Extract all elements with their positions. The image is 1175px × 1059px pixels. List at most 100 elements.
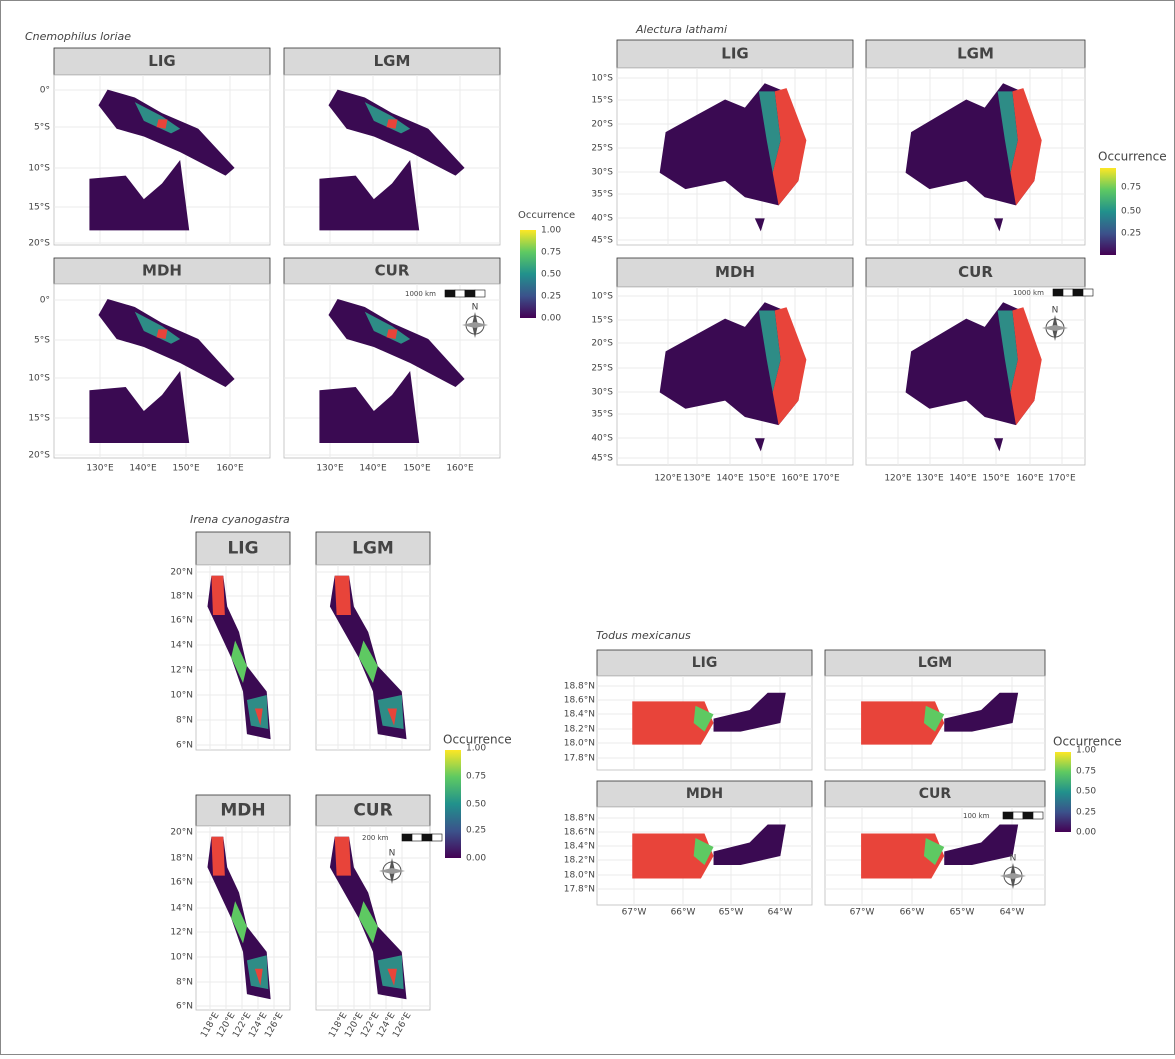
y-tick-label: 45°S [591,236,613,246]
north-label: N [1052,306,1059,316]
y-tick-label: 17.8°N [564,885,595,895]
y-tick-label: 18.0°N [564,739,595,749]
y-tick-label: 5°S [34,336,50,346]
y-tick-label: 18°N [170,854,193,864]
scale-bar [465,290,475,297]
x-tick-label: 120°E [884,474,912,484]
facet-label: LGM [957,45,994,63]
legend-tick-label: 1.00 [541,226,561,236]
scale-bar [1083,289,1093,296]
colorbar [445,750,461,858]
legend-title: Occurrence [518,210,575,221]
x-tick-label: 140°E [716,474,744,484]
x-tick-label: 130°E [86,464,114,474]
legend-tick-label: 0.75 [1121,183,1141,193]
x-tick-label: 150°E [748,474,776,484]
facet-label: MDH [142,262,182,280]
x-tick-label: 160°E [1016,474,1044,484]
x-tick-label: 150°E [982,474,1010,484]
scale-bar [1003,812,1013,819]
x-tick-label: 160°E [781,474,809,484]
y-tick-label: 40°S [591,214,613,224]
facet-label: LGM [918,655,952,671]
facet-label: LIG [692,655,718,671]
legend-tick-label: 1.00 [466,744,486,754]
legend-tick-label: 0.50 [1121,207,1141,217]
legend-tick-label: 0.50 [541,270,561,280]
y-tick-label: 10°N [170,691,193,701]
y-tick-label: 35°S [591,410,613,420]
colorbar [1100,168,1116,255]
scale-bar-label: 100 km [963,812,990,820]
species-title: Todus mexicanus [596,629,691,642]
colorbar [1055,752,1071,832]
legend-tick-label: 0.25 [1076,808,1096,818]
y-tick-label: 12°N [170,928,193,938]
x-tick-label: 130°E [916,474,944,484]
scale-bar-label: 1000 km [1013,289,1044,297]
scale-bar [475,290,485,297]
y-tick-label: 18.8°N [564,682,595,692]
y-tick-label: 16°N [170,878,193,888]
scale-bar [1023,812,1033,819]
facet-label: LGM [374,52,411,70]
x-tick-label: 160°E [446,464,474,474]
y-tick-label: 8°N [176,716,193,726]
y-tick-label: 18.2°N [564,856,595,866]
y-tick-label: 25°S [591,364,613,374]
y-tick-label: 14°N [170,904,193,914]
x-tick-label: 120°E [654,474,682,484]
y-tick-label: 30°S [591,168,613,178]
y-tick-label: 16°N [170,616,193,626]
map-shape [387,119,398,128]
legend-tick-label: 0.75 [466,772,486,782]
y-tick-label: 18.8°N [564,814,595,824]
y-tick-label: 12°N [170,666,193,676]
x-tick-label: 64°W [768,908,793,918]
y-tick-label: 18.4°N [564,710,595,720]
facet-label: MDH [715,263,755,281]
scale-bar [1073,289,1083,296]
scale-bar-label: 200 km [362,834,389,842]
y-tick-label: 20°S [591,120,613,130]
facet-label: LIG [148,52,175,70]
y-tick-label: 15°S [591,316,613,326]
legend-tick-label: 0.25 [466,826,486,836]
y-tick-label: 30°S [591,388,613,398]
facet-label: LGM [352,539,394,559]
map-shape [211,576,224,615]
scale-bar [432,834,442,841]
y-tick-label: 18.4°N [564,842,595,852]
map-shape [157,329,168,339]
x-tick-label: 140°E [129,464,157,474]
y-tick-label: 10°S [28,164,50,174]
y-tick-label: 10°S [591,292,613,302]
scale-bar [1033,812,1043,819]
legend-tick-label: 0.00 [541,314,561,324]
x-tick-label: 130°E [683,474,711,484]
x-tick-label: 140°E [359,464,387,474]
facet-label: CUR [375,262,410,280]
y-tick-label: 5°S [34,123,50,133]
y-tick-label: 14°N [170,641,193,651]
y-tick-label: 10°S [28,374,50,384]
legend-tick-label: 0.00 [466,854,486,864]
map-shape [211,837,224,876]
facet-label: CUR [353,801,392,821]
facet-label: CUR [958,263,993,281]
y-tick-label: 20°S [591,339,613,349]
scale-bar [445,290,455,297]
y-tick-label: 10°S [591,74,613,84]
scale-bar [1013,812,1023,819]
x-tick-label: 65°W [719,908,744,918]
scale-bar [422,834,432,841]
colorbar [520,230,536,318]
scale-bar-label: 1000 km [405,290,436,298]
y-tick-label: 45°S [591,454,613,464]
x-tick-label: 64°W [1000,908,1025,918]
y-tick-label: 15°S [591,96,613,106]
legend-tick-label: 0.25 [541,292,561,302]
y-tick-label: 18.6°N [564,828,595,838]
map-shape [387,329,398,339]
y-tick-label: 40°S [591,434,613,444]
